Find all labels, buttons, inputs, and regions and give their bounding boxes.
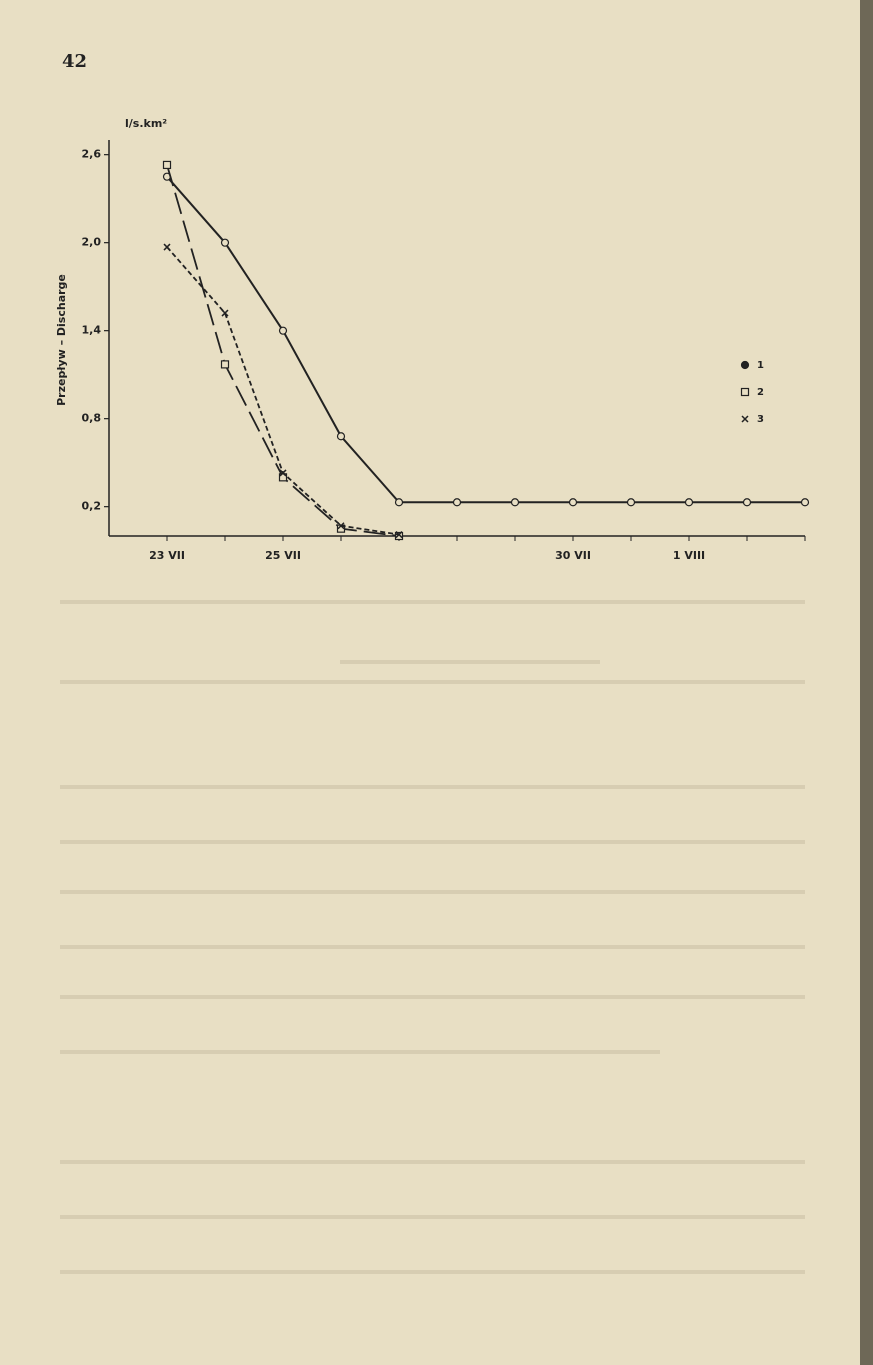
y-tick-label: 0,8 <box>82 412 102 425</box>
y-axis-label: Przepływ – Discharge <box>55 274 68 406</box>
point <box>163 243 171 251</box>
point <box>568 498 578 507</box>
point <box>221 309 229 317</box>
faded-line <box>340 660 600 664</box>
legend-marker <box>741 415 749 423</box>
faded-line <box>60 600 805 604</box>
x-tick-label: 1 VIII <box>673 549 705 562</box>
y-tick-label: 1,4 <box>82 324 102 337</box>
point <box>394 498 404 507</box>
point <box>279 469 287 477</box>
x-tick-label: 30 VII <box>555 549 591 562</box>
point <box>162 160 172 170</box>
point <box>742 498 752 507</box>
point <box>395 531 403 539</box>
point <box>337 522 345 530</box>
x-tick-label: 25 VII <box>265 549 301 562</box>
legend-label: 1 <box>757 360 764 371</box>
point <box>510 498 520 507</box>
point <box>278 326 288 335</box>
plot: 0,2 0,8 1,4 2,0 2,6 23 VII 25 VII 30 VII 1 VIII 1… <box>82 140 810 562</box>
faded-line <box>60 840 805 844</box>
point <box>220 238 230 247</box>
x-tick-label: 23 VII <box>149 549 185 562</box>
faded-line <box>60 1270 805 1274</box>
faded-line <box>60 1050 660 1054</box>
faded-line <box>60 1215 805 1219</box>
point <box>336 432 346 441</box>
faded-line <box>60 1160 805 1164</box>
faded-text <box>60 600 805 1274</box>
faded-line <box>60 785 805 789</box>
faded-line <box>60 680 805 684</box>
y-unit: l/s.km² <box>125 117 167 130</box>
series-line <box>166 176 805 504</box>
point <box>800 498 810 507</box>
page-edge <box>860 0 873 1365</box>
y-tick-label: 2,0 <box>82 236 102 249</box>
faded-line <box>60 945 805 949</box>
point <box>452 498 462 507</box>
page-number: 42 <box>62 51 87 72</box>
legend-marker <box>740 360 750 370</box>
point <box>684 498 694 507</box>
point <box>626 498 636 507</box>
y-tick-label: 0,2 <box>82 500 102 513</box>
legend-label: 3 <box>757 414 764 425</box>
y-tick-label: 2,6 <box>82 148 102 161</box>
faded-line <box>60 995 805 999</box>
legend-label: 2 <box>757 387 764 398</box>
point <box>220 360 230 369</box>
legend-marker <box>740 387 750 397</box>
faded-line <box>60 890 805 894</box>
point <box>394 531 404 541</box>
